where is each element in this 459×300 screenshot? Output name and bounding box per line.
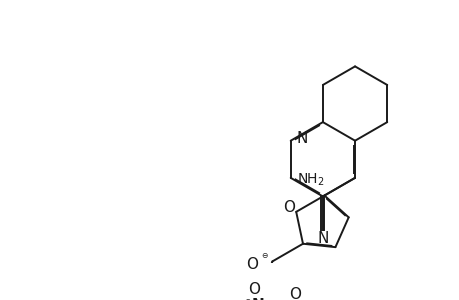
Text: N: N <box>251 298 263 300</box>
Text: O: O <box>247 282 260 297</box>
Text: $^{\oplus}$: $^{\oplus}$ <box>243 298 251 300</box>
Text: $^{\ominus}$: $^{\ominus}$ <box>260 252 268 262</box>
Text: O: O <box>246 257 257 272</box>
Text: N: N <box>296 131 307 146</box>
Text: O: O <box>283 200 295 215</box>
Text: NH$_2$: NH$_2$ <box>297 172 324 188</box>
Text: N: N <box>317 231 328 246</box>
Text: O: O <box>288 287 300 300</box>
